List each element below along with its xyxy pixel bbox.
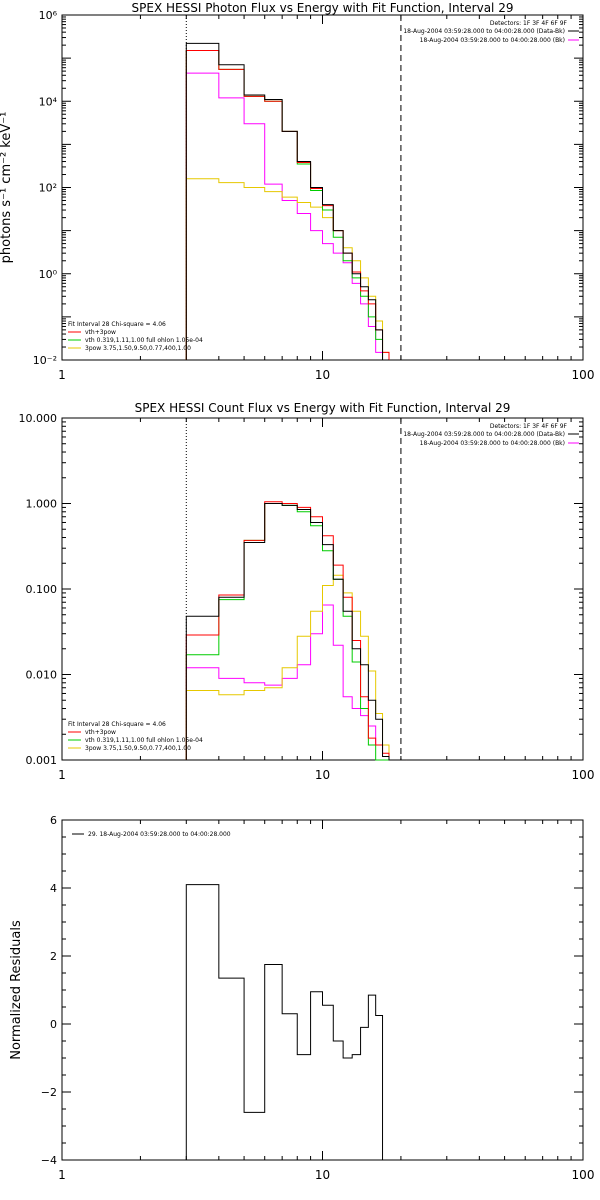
chart-title: SPEX HESSI Photon Flux vs Energy with Fi… [132,1,514,15]
y-tick-label: 0.100 [26,583,58,596]
fit-legend-text: 3pow 3.75,1.50,9.50,0.77,400,1.00 [85,345,191,352]
x-tick-label: 10 [315,368,330,382]
y-tick-label: −4 [41,1154,57,1167]
x-tick-label: 1 [58,1168,66,1182]
series-line-29-18-aug-2004-03-59-28-000-to-04-00-28-000 [185,884,384,1160]
fit-legend-text: vth 0.319,1.11,1.00 full ohlon 1.05e-04 [85,737,203,744]
series-line-3pow [185,178,390,360]
fit-legend-header: Fit Interval 28 Chi-square = 4.06 [68,321,166,328]
x-tick-label: 100 [572,768,595,782]
time-legend-text: 18-Aug-2004 03:59:28.000 to 04:00:28.000… [403,431,565,438]
count-flux-panel: SPEX HESSI Count Flux vs Energy with Fit… [19,401,595,782]
y-tick-label: 0.001 [26,754,58,767]
y-tick-label: 10⁴ [39,95,58,108]
x-tick-label: 100 [572,368,595,382]
y-tick-label: 10⁰ [39,268,58,281]
series-line-vth-3pow [185,501,407,761]
series-line-bk [185,72,389,361]
x-tick-label: 10 [315,768,330,782]
y-axis-label: photons s⁻¹ cm⁻² keV⁻¹ [0,112,14,264]
y-tick-label: 0 [50,1018,57,1031]
y-tick-label: 10⁶ [39,9,58,22]
fit-legend-text: 3pow 3.75,1.50,9.50,0.77,400,1.00 [85,745,191,752]
x-tick-label: 10 [315,1168,330,1182]
x-tick-label: 1 [58,368,66,382]
photon-flux-panel: SPEX HESSI Photon Flux vs Energy with Fi… [0,1,594,382]
y-tick-label: 10⁻² [33,354,57,367]
y-tick-label: 4 [50,882,57,895]
y-tick-label: 6 [50,814,57,827]
fit-legend-text: vth+3pow [85,329,116,336]
y-tick-label: 10² [39,182,57,195]
series-line-vth [185,50,389,361]
fit-legend-text: vth 0.319,1.11,1.00 full ohlon 1.05e-04 [85,337,203,344]
time-legend-text: 18-Aug-2004 03:59:28.000 to 04:00:28.000… [420,440,565,447]
y-axis-label: Normalized Residuals [9,920,24,1060]
time-legend-text: 18-Aug-2004 03:59:28.000 to 04:00:28.000… [420,37,565,44]
y-tick-label: −2 [41,1086,57,1099]
fit-legend-text: vth+3pow [85,729,116,736]
plot-frame [61,819,584,1161]
residuals-panel: 1 10 100 −4 −2 0 2 4 6 Normalized Residuals 29. 18… [9,814,594,1182]
time-legend-text: 18-Aug-2004 03:59:28.000 to 04:00:28.000… [403,28,565,35]
x-tick-label: 1 [58,768,66,782]
y-tick-label: 0.010 [26,669,58,682]
chart-title: SPEX HESSI Count Flux vs Energy with Fit… [135,401,511,415]
residual-legend-text: 29. 18-Aug-2004 03:59:28.000 to 04:00:28… [88,831,231,838]
series-line-data-bk [185,503,407,761]
x-tick-label: 100 [572,1168,595,1182]
y-tick-label: 2 [50,950,57,963]
series-line-vth-3pow [185,50,390,360]
y-tick-label: 1.000 [26,498,58,511]
series-line-data-bk [185,42,389,361]
y-tick-label: 10.000 [19,412,58,425]
fit-legend-header: Fit Interval 28 Chi-square = 4.06 [68,721,166,728]
detectors-label: Detectors: 1F 3F 4F 6F 9F [490,20,568,27]
detectors-label: Detectors: 1F 3F 4F 6F 9F [490,423,568,430]
